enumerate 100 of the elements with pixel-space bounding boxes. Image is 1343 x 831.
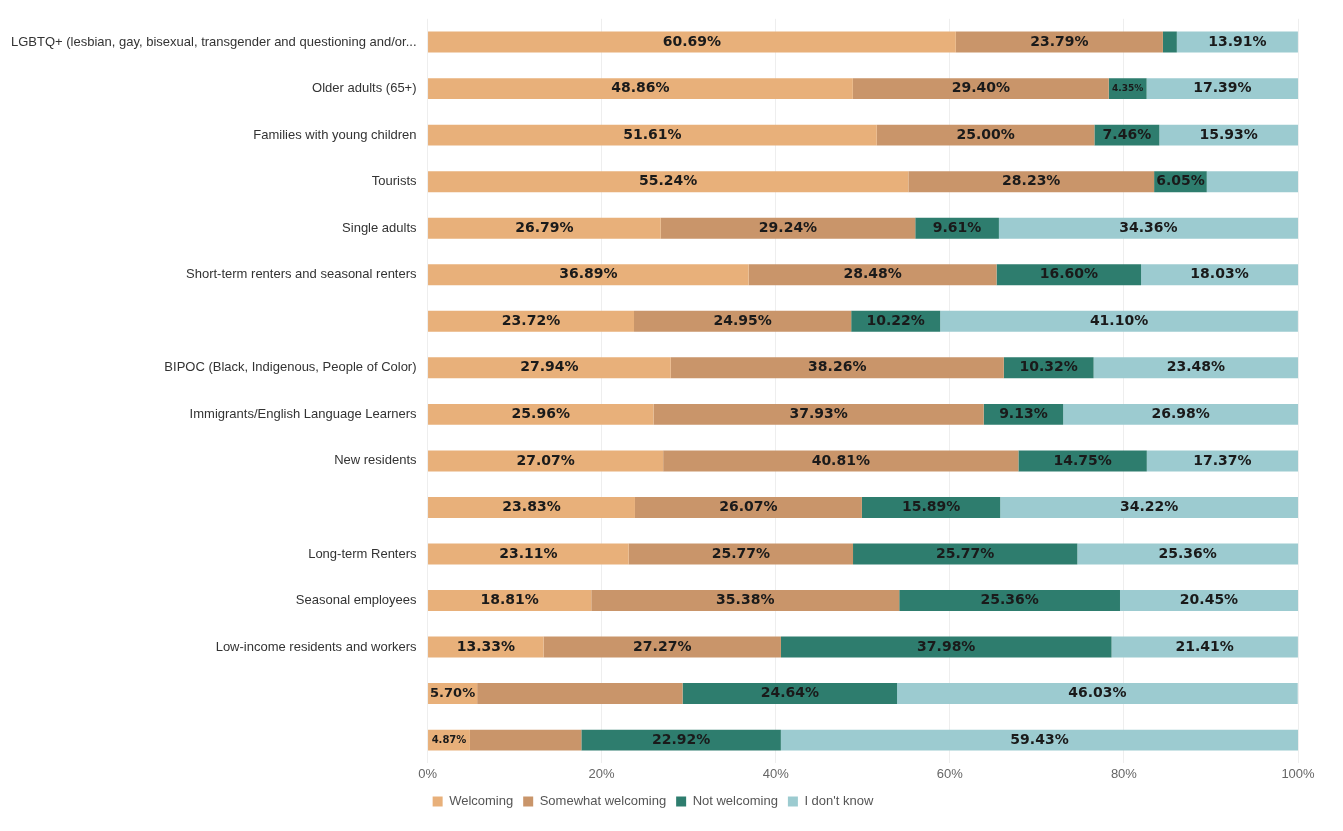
bar [428, 590, 592, 611]
y-tick-label: BIPOC (Black, Indigenous, People of Color) [164, 359, 417, 375]
y-tick-label: Single adults [342, 219, 418, 235]
bar [1093, 357, 1298, 379]
data-label: 4.35% [1112, 82, 1144, 93]
data-label: 27.07% [516, 451, 575, 468]
bar [1063, 403, 1298, 425]
x-tick-label: 20% [588, 765, 616, 781]
bar [428, 124, 877, 146]
bar [780, 636, 1112, 658]
data-label: 41.10% [1089, 311, 1149, 328]
data-label: 29.40% [951, 79, 1010, 96]
data-label: 15.93% [1199, 125, 1258, 142]
data-label: 28.48% [843, 265, 902, 282]
data-label: 34.22% [1119, 498, 1179, 515]
bar [634, 310, 852, 332]
bar [876, 124, 1095, 146]
data-label: 24.64% [760, 684, 819, 701]
bar [634, 496, 862, 518]
bar [663, 450, 1019, 472]
data-label: 29.24% [758, 218, 818, 235]
legend-label: I don't know [804, 793, 874, 809]
legend-label: Somewhat welcoming [539, 793, 667, 809]
bar [477, 683, 683, 705]
data-label: 9.61% [932, 218, 982, 235]
x-tick-label: 0% [418, 765, 438, 781]
y-tick-label: Tourists [371, 173, 418, 189]
bar [428, 357, 671, 379]
legend-label: Not welcoming [692, 793, 778, 809]
bar [780, 729, 1298, 751]
x-tick-label: 80% [1110, 765, 1138, 781]
data-label: 15.89% [901, 498, 961, 515]
data-label: 13.33% [456, 637, 515, 654]
data-label: 27.94% [520, 358, 579, 375]
y-tick-label: Seasonal employees [295, 592, 418, 608]
data-label: 18.03% [1190, 265, 1249, 282]
data-label: 25.36% [1158, 544, 1217, 561]
data-label: 51.61% [623, 125, 682, 142]
y-tick-label: Families with young children [253, 126, 417, 142]
bar [428, 78, 853, 100]
bar [852, 78, 1109, 100]
bar [428, 310, 635, 332]
bar [940, 310, 1298, 332]
data-label: 37.93% [789, 405, 848, 422]
bar [428, 264, 749, 286]
data-label: 9.13% [999, 405, 1048, 422]
y-tick-label: Older adults (65+) [312, 80, 417, 96]
data-label: 34.36% [1119, 218, 1178, 235]
data-label: 6.05% [1156, 172, 1205, 189]
y-tick-label: Long-term Renters [308, 545, 418, 561]
data-label: 20.45% [1179, 591, 1239, 608]
bar [1162, 31, 1177, 53]
x-tick-label: 40% [762, 765, 790, 781]
data-label: 55.24% [639, 172, 698, 189]
data-label: 35.38% [716, 591, 775, 608]
bar [660, 217, 916, 239]
bar [1000, 496, 1298, 518]
data-label: 27.27% [633, 637, 692, 654]
bar [428, 217, 661, 239]
data-label: 25.00% [956, 125, 1015, 142]
x-tick-label: 100% [1281, 765, 1316, 781]
data-label: 59.43% [1010, 730, 1069, 747]
bar [428, 31, 956, 53]
bar [748, 264, 997, 286]
data-label: 14.75% [1053, 451, 1112, 468]
data-label: 48.86% [611, 79, 670, 96]
bar [543, 636, 781, 658]
data-label: 10.32% [1019, 358, 1078, 375]
data-label: 23.48% [1166, 358, 1225, 375]
data-label: 18.81% [480, 591, 539, 608]
data-label: 26.07% [719, 498, 778, 515]
data-label: 24.95% [713, 311, 772, 328]
data-label: 25.77% [711, 544, 771, 561]
y-tick-label: Immigrants/English Language Learners [189, 405, 418, 421]
data-label: 28.23% [1002, 172, 1061, 189]
y-tick-label: New residents [334, 452, 418, 468]
data-label: 46.03% [1068, 684, 1127, 701]
data-label: 7.46% [1102, 125, 1152, 142]
data-label: 26.98% [1151, 405, 1210, 422]
bar [428, 171, 909, 193]
data-label: 4.87% [431, 733, 467, 745]
data-label: 17.39% [1193, 79, 1252, 96]
bar [428, 403, 654, 425]
bar [428, 450, 664, 472]
bar [1111, 636, 1298, 658]
bar [1119, 590, 1298, 611]
bar [899, 590, 1120, 611]
data-label: 16.60% [1039, 265, 1098, 282]
bar [591, 590, 900, 611]
bar [428, 496, 635, 518]
bar [998, 217, 1298, 239]
y-tick-label: Low-income residents and workers [215, 638, 418, 654]
legend-label: Welcoming [449, 793, 514, 809]
data-label: 25.96% [511, 405, 570, 422]
bar [670, 357, 1004, 379]
bar [469, 729, 582, 751]
bar [897, 683, 1298, 705]
bar [581, 729, 781, 751]
data-label: 36.89% [559, 265, 618, 282]
data-label: 5.70% [430, 684, 476, 700]
